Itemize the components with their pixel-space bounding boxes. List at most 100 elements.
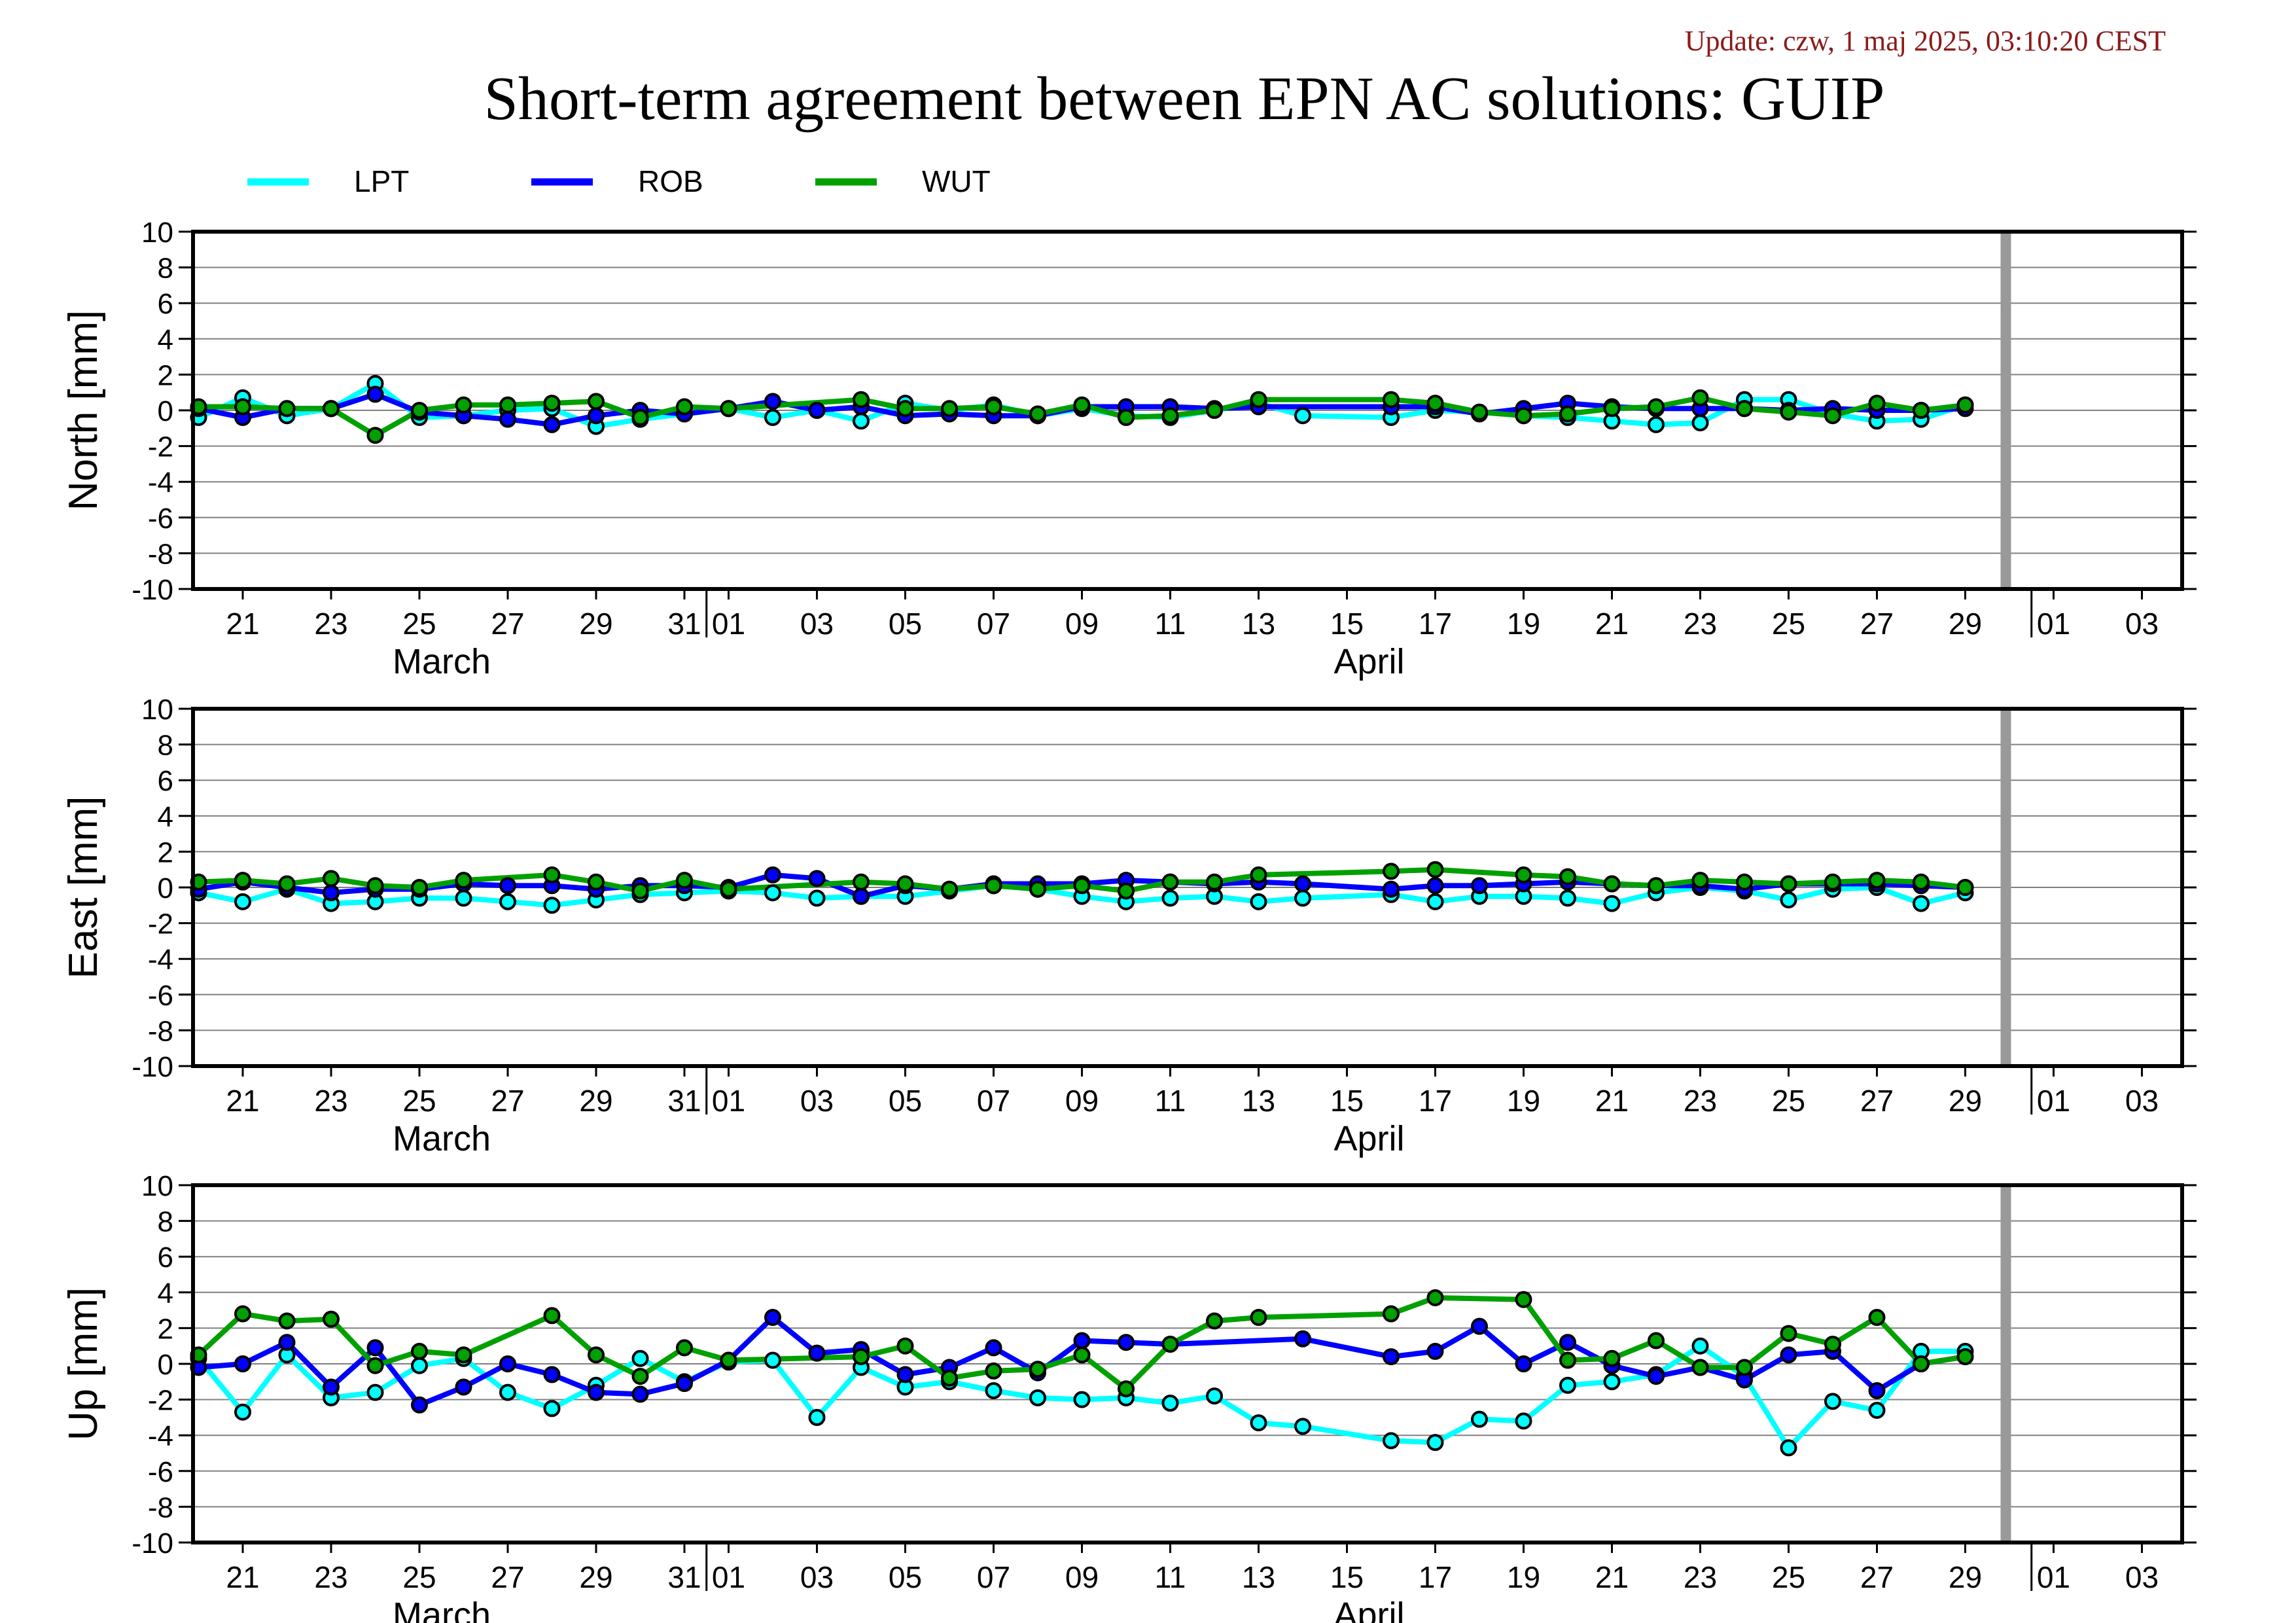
data-point-wut [631,882,649,900]
data-point-wut [676,1339,693,1357]
x-tick-label: 13 [1242,1560,1275,1594]
data-point-rob [543,1366,561,1383]
y-tick-label: 4 [158,1277,173,1310]
data-point-wut [323,870,340,887]
x-tick-label: 19 [1507,1560,1540,1594]
data-point-wut [1118,408,1135,426]
x-tick-label: 27 [491,1084,524,1118]
x-tick-label: 21 [226,1560,259,1594]
data-point-lpt [764,408,781,426]
x-tick-label: 29 [1949,1084,1982,1118]
x-tick-label: 29 [1949,607,1982,641]
data-point-lpt [1250,893,1267,910]
data-point-wut [323,1310,340,1328]
data-point-rob [896,1366,914,1383]
x-tick-label: 15 [1330,1560,1364,1594]
data-point-wut [1073,1346,1091,1364]
data-point-wut [323,400,340,418]
plot-frame [191,707,2184,1068]
x-tick-label: 29 [579,1560,612,1594]
data-point-rob [1515,1355,1532,1372]
x-tick-label: 19 [1507,1084,1540,1118]
y-tick-label: -4 [148,1420,173,1452]
month-label: March [393,1119,491,1158]
data-point-rob [366,1339,384,1357]
data-point-wut [1956,879,1974,896]
y-tick-label: 10 [141,694,173,726]
x-tick-label: 11 [1155,607,1186,641]
data-point-wut [411,879,428,896]
data-point-wut [1118,1380,1135,1398]
data-point-lpt [1161,1395,1179,1412]
data-point-lpt [1426,1434,1444,1452]
data-point-wut [1383,1305,1400,1323]
data-point-lpt [1603,895,1621,912]
current-date-marker [2000,1185,2011,1543]
data-point-wut [1426,861,1444,878]
data-point-wut [1206,1312,1223,1330]
data-point-wut [1956,1348,1974,1366]
data-point-wut [1559,868,1576,885]
data-point-wut [1161,1335,1179,1353]
y-tick-label: 2 [158,836,173,868]
data-point-rob [366,385,384,403]
x-tick-label: 15 [1330,607,1364,641]
data-point-wut [234,872,251,889]
data-point-lpt [543,1400,561,1418]
plot-frame [191,230,2184,591]
data-point-wut [1471,403,1488,421]
data-point-wut [366,1357,384,1374]
data-point-wut [1691,872,1709,889]
data-point-lpt [1603,1373,1621,1391]
data-point-lpt [234,1403,251,1421]
x-tick-label: 23 [314,1560,347,1594]
data-point-wut [1383,391,1400,408]
x-tick-label: 15 [1330,1084,1364,1118]
data-point-wut [896,875,914,893]
data-point-wut [896,1337,914,1355]
data-point-rob [985,1339,1002,1357]
x-tick-label: 21 [226,607,259,641]
y-tick-label: 10 [141,217,173,249]
data-point-rob [499,877,516,895]
data-point-lpt [764,884,781,902]
x-tick-label: 05 [889,1084,922,1118]
data-point-lpt [1559,889,1576,907]
data-point-wut [1206,402,1223,419]
y-tick-label: -6 [148,1456,173,1488]
data-point-wut [1515,866,1532,883]
x-tick-label: 11 [1155,1084,1186,1118]
data-point-wut [1913,402,1930,419]
data-point-wut [499,396,516,414]
data-point-wut [676,872,693,889]
x-tick-label: 01 [712,607,745,641]
data-point-wut [1868,1309,1886,1327]
data-point-lpt [1868,1401,1886,1419]
y-axis-label: North [mm] [61,310,106,511]
data-point-rob [499,1355,516,1372]
data-point-lpt [1206,1387,1223,1405]
data-point-lpt [631,1349,649,1367]
data-point-wut [985,1362,1002,1380]
data-point-wut [1648,398,1665,416]
data-point-wut [588,393,605,410]
data-point-lpt [1691,414,1709,432]
data-point-wut [411,402,428,419]
data-point-rob [1118,1334,1135,1351]
data-point-rob [1294,875,1311,893]
month-label: April [1333,1119,1404,1158]
data-point-wut [1559,1351,1576,1369]
data-point-wut [543,395,561,412]
data-point-lpt [366,1383,384,1401]
data-point-wut [1250,391,1267,408]
data-point-lpt [985,1382,1002,1399]
x-tick-label: 29 [579,607,612,641]
x-tick-label: 03 [800,607,834,641]
x-tick-label: 23 [1684,607,1717,641]
data-point-wut [941,880,958,898]
data-point-rob [323,1378,340,1396]
x-tick-label: 11 [1155,1560,1186,1594]
data-point-wut [941,400,958,418]
